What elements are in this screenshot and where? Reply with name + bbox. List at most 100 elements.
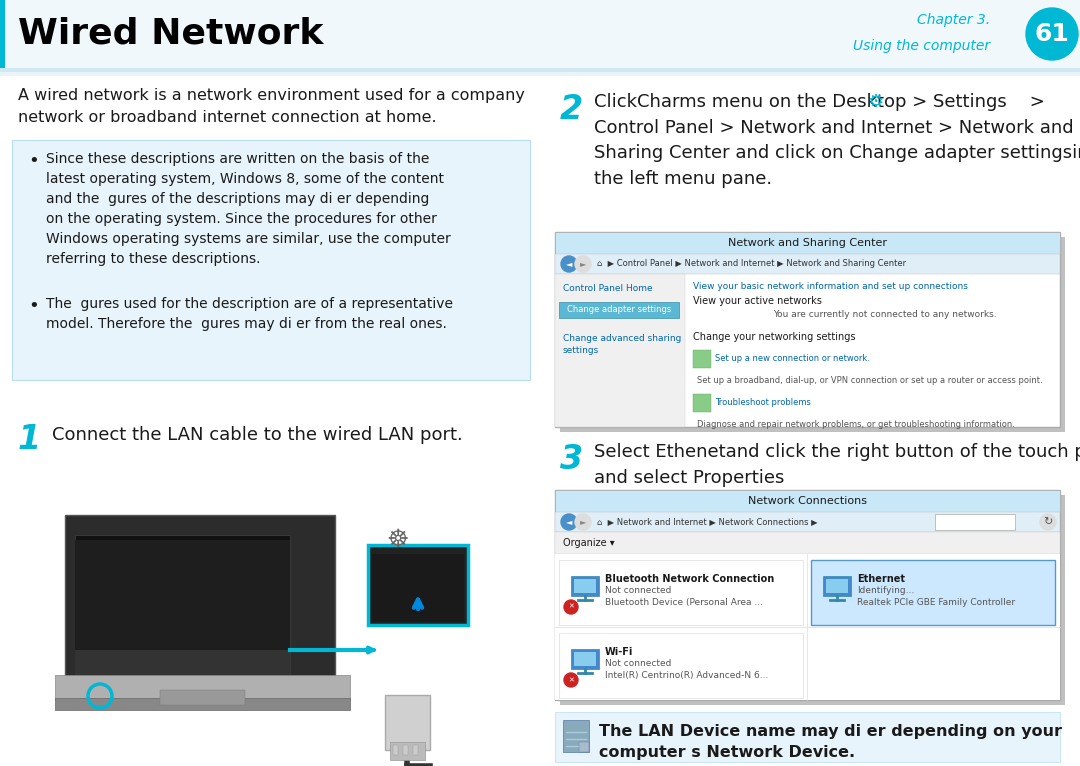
FancyBboxPatch shape (935, 514, 1015, 530)
Text: Set up a broadband, dial-up, or VPN connection or set up a router or access poin: Set up a broadband, dial-up, or VPN conn… (697, 376, 1042, 385)
FancyBboxPatch shape (559, 302, 679, 318)
FancyBboxPatch shape (555, 554, 1059, 700)
Text: Intel(R) Centrino(R) Advanced-N 6...: Intel(R) Centrino(R) Advanced-N 6... (605, 671, 768, 680)
FancyBboxPatch shape (579, 742, 589, 752)
FancyBboxPatch shape (0, 0, 5, 68)
FancyBboxPatch shape (384, 695, 430, 750)
FancyBboxPatch shape (0, 0, 1080, 68)
Text: Bluetooth Device (Personal Area ...: Bluetooth Device (Personal Area ... (605, 598, 762, 607)
Text: Change adapter settings: Change adapter settings (567, 306, 671, 315)
Text: Wired Network: Wired Network (18, 17, 323, 51)
Circle shape (561, 256, 577, 272)
Text: Bluetooth Network Connection: Bluetooth Network Connection (605, 574, 774, 584)
Text: Not connected: Not connected (605, 659, 672, 668)
Text: ↻: ↻ (1043, 517, 1053, 527)
Circle shape (564, 673, 578, 687)
Text: ✕: ✕ (568, 604, 573, 610)
FancyBboxPatch shape (559, 560, 804, 625)
FancyBboxPatch shape (555, 490, 1059, 512)
FancyBboxPatch shape (563, 720, 589, 752)
FancyBboxPatch shape (390, 742, 426, 760)
FancyBboxPatch shape (55, 698, 350, 710)
Text: •: • (28, 297, 39, 315)
Text: Diagnose and repair network problems, or get troubleshooting information.: Diagnose and repair network problems, or… (697, 420, 1015, 429)
FancyBboxPatch shape (393, 745, 399, 755)
Text: View your active networks: View your active networks (693, 296, 822, 306)
FancyBboxPatch shape (55, 675, 350, 700)
Text: Troubleshoot problems: Troubleshoot problems (715, 398, 811, 407)
Text: Using the computer: Using the computer (853, 39, 990, 53)
Text: ✕: ✕ (568, 677, 573, 683)
Text: Since these descriptions are written on the basis of the
latest operating system: Since these descriptions are written on … (46, 152, 450, 267)
Text: ⌂  ▶ Network and Internet ▶ Network Connections ▶: ⌂ ▶ Network and Internet ▶ Network Conne… (597, 518, 818, 526)
Text: ►: ► (580, 518, 586, 526)
Circle shape (1026, 8, 1078, 60)
Text: The  gures used for the description are of a representative
model. Therefore the: The gures used for the description are o… (46, 297, 453, 331)
FancyBboxPatch shape (573, 579, 596, 593)
Text: 61: 61 (1035, 22, 1069, 46)
Text: View your basic network information and set up connections: View your basic network information and … (693, 282, 968, 291)
FancyBboxPatch shape (75, 540, 291, 665)
FancyBboxPatch shape (693, 394, 711, 412)
FancyBboxPatch shape (555, 532, 1059, 554)
Text: The LAN Device name may di er depending on your
computer s Network Device.: The LAN Device name may di er depending … (599, 724, 1062, 760)
Text: ClickCharms menu on the Desktop > Settings    >
Control Panel > Network and Inte: ClickCharms menu on the Desktop > Settin… (594, 93, 1080, 188)
FancyBboxPatch shape (826, 579, 848, 593)
FancyBboxPatch shape (0, 68, 1080, 72)
FancyBboxPatch shape (811, 560, 1055, 625)
Circle shape (564, 600, 578, 614)
Text: A wired network is a network environment used for a company
network or broadband: A wired network is a network environment… (18, 88, 525, 125)
Text: Network Connections: Network Connections (748, 496, 867, 506)
Text: Identifying...: Identifying... (858, 586, 915, 595)
Circle shape (1040, 514, 1056, 530)
Text: Wi-Fi: Wi-Fi (605, 647, 633, 657)
FancyBboxPatch shape (559, 633, 804, 698)
Text: ⌂  ▶ Control Panel ▶ Network and Internet ▶ Network and Sharing Center: ⌂ ▶ Control Panel ▶ Network and Internet… (597, 260, 906, 269)
Circle shape (575, 256, 591, 272)
FancyBboxPatch shape (561, 495, 1065, 705)
FancyBboxPatch shape (65, 515, 335, 690)
FancyBboxPatch shape (160, 690, 245, 705)
Text: ◄: ◄ (566, 518, 572, 526)
FancyBboxPatch shape (403, 745, 408, 755)
FancyBboxPatch shape (555, 232, 1059, 254)
FancyBboxPatch shape (0, 72, 1080, 76)
Text: Change advanced sharing
settings: Change advanced sharing settings (563, 334, 681, 355)
Text: •: • (28, 152, 39, 170)
Text: ⚙: ⚙ (867, 93, 883, 111)
Text: Change your networking settings: Change your networking settings (693, 332, 855, 342)
FancyBboxPatch shape (75, 535, 291, 685)
Text: Connect the LAN cable to the wired LAN port.: Connect the LAN cable to the wired LAN p… (52, 426, 462, 444)
Text: Ethernet: Ethernet (858, 574, 905, 584)
Text: Realtek PCle GBE Family Controller: Realtek PCle GBE Family Controller (858, 598, 1015, 607)
FancyBboxPatch shape (561, 237, 1065, 432)
Text: ☸: ☸ (387, 528, 409, 552)
Text: Chapter 3.: Chapter 3. (917, 13, 990, 27)
Text: Organize ▾: Organize ▾ (563, 538, 615, 548)
Text: 1: 1 (18, 423, 41, 456)
FancyBboxPatch shape (823, 576, 851, 596)
Text: Select Ethenetand click the right button of the touch pad
and select Properties: Select Ethenetand click the right button… (594, 443, 1080, 486)
Text: ◄: ◄ (566, 260, 572, 269)
Text: You are currently not connected to any networks.: You are currently not connected to any n… (773, 310, 997, 319)
FancyBboxPatch shape (571, 649, 599, 669)
FancyBboxPatch shape (555, 712, 1059, 762)
FancyBboxPatch shape (75, 650, 291, 685)
FancyBboxPatch shape (555, 232, 1059, 427)
Text: 2: 2 (561, 93, 583, 126)
Text: Not connected: Not connected (605, 586, 672, 595)
Circle shape (561, 514, 577, 530)
FancyBboxPatch shape (12, 140, 530, 380)
FancyBboxPatch shape (368, 545, 468, 625)
Text: Set up a new connection or network.: Set up a new connection or network. (715, 354, 869, 363)
Text: ►: ► (580, 260, 586, 269)
FancyBboxPatch shape (571, 576, 599, 596)
Text: 3: 3 (561, 443, 583, 476)
FancyBboxPatch shape (555, 254, 1059, 274)
Text: Control Panel Home: Control Panel Home (563, 284, 652, 293)
Circle shape (575, 514, 591, 530)
FancyBboxPatch shape (573, 652, 596, 666)
FancyBboxPatch shape (372, 554, 464, 622)
FancyBboxPatch shape (693, 350, 711, 368)
FancyBboxPatch shape (555, 512, 1059, 532)
